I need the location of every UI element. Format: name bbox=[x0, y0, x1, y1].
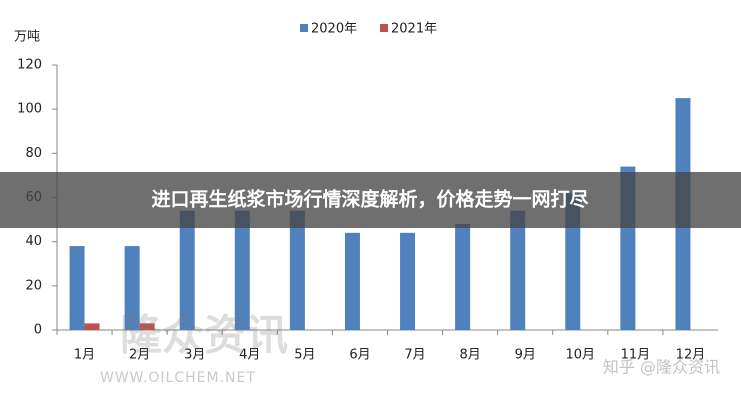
y-tick-label: 80 bbox=[25, 146, 42, 161]
x-tick-label: 6月 bbox=[349, 348, 370, 363]
x-tick-label: 11月 bbox=[621, 348, 651, 363]
bar bbox=[234, 210, 250, 330]
legend-label: 2020年 bbox=[311, 22, 357, 37]
x-tick-label: 1月 bbox=[74, 348, 95, 363]
bar bbox=[455, 224, 471, 330]
bar bbox=[139, 323, 155, 330]
x-tick-label: 8月 bbox=[459, 348, 480, 363]
bar bbox=[84, 323, 100, 330]
y-tick-label: 120 bbox=[17, 58, 42, 73]
legend-swatch bbox=[300, 24, 308, 32]
x-tick-label: 5月 bbox=[294, 348, 315, 363]
x-tick-label: 9月 bbox=[515, 348, 536, 363]
watermark: WWW.OILCHEM.NET bbox=[100, 370, 256, 386]
bar bbox=[510, 210, 526, 330]
banner-bg bbox=[0, 172, 741, 228]
bar bbox=[179, 210, 195, 330]
bar bbox=[289, 210, 305, 330]
bar bbox=[344, 232, 360, 330]
x-tick-label: 7月 bbox=[404, 348, 425, 363]
y-tick-label: 0 bbox=[34, 323, 42, 338]
legend-label: 2021年 bbox=[391, 22, 437, 37]
legend-swatch bbox=[380, 24, 388, 32]
x-tick-label: 10月 bbox=[566, 348, 596, 363]
y-tick-label: 40 bbox=[25, 234, 42, 249]
x-tick-label: 12月 bbox=[676, 348, 706, 363]
x-tick-label: 2月 bbox=[129, 348, 150, 363]
bar bbox=[124, 246, 140, 330]
bar bbox=[69, 246, 85, 330]
x-tick-label: 3月 bbox=[184, 348, 205, 363]
y-tick-label: 100 bbox=[17, 102, 42, 117]
bar bbox=[400, 232, 416, 330]
watermark: 隆众资讯 bbox=[120, 311, 288, 360]
watermark: 知乎 @隆众资讯 bbox=[603, 358, 720, 377]
banner-title: 进口再生纸浆市场行情深度解析，价格走势一网打尽 bbox=[151, 188, 589, 211]
y-tick-label: 20 bbox=[25, 278, 42, 293]
y-unit: 万吨 bbox=[14, 30, 40, 45]
x-tick-label: 4月 bbox=[239, 348, 260, 363]
